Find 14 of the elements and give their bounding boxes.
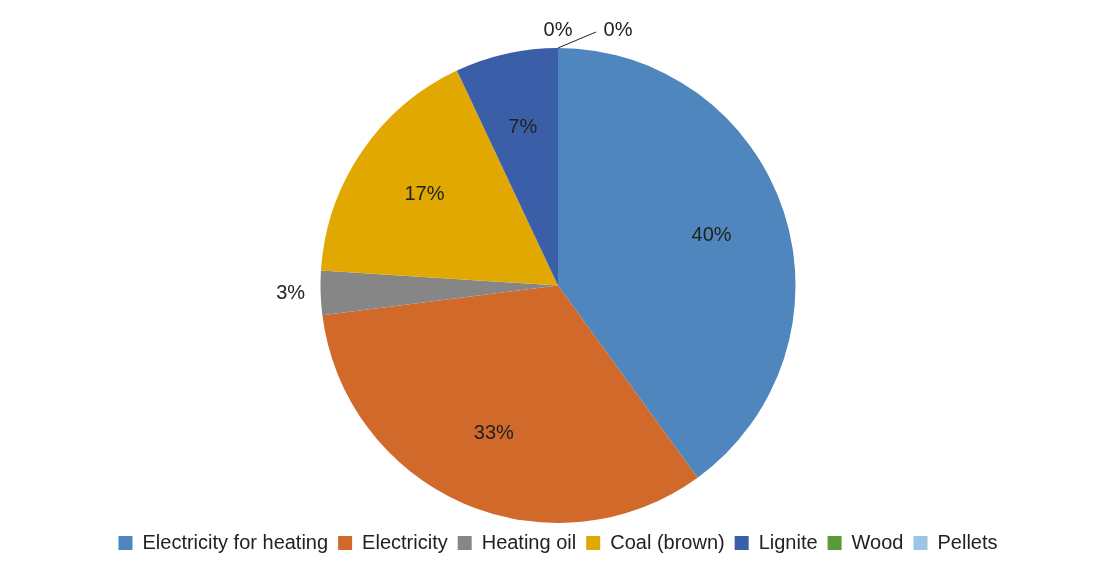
text: 0% (603, 17, 633, 40)
data-label: 33% (473, 421, 515, 444)
legend-label: Electricity for heating (142, 530, 329, 553)
data-label: 17% (404, 182, 445, 205)
legend-label: Coal (brown) (610, 530, 725, 553)
data-label: 40% (691, 223, 732, 246)
data-label: 3% (276, 281, 306, 304)
legend-label: Lignite (758, 530, 818, 553)
text: 0% (543, 17, 573, 40)
legend-label: Heating oil (481, 530, 577, 553)
legend-label: Pellets (937, 530, 998, 553)
legend-label: Electricity (362, 530, 448, 553)
data-label: 7% (508, 115, 538, 138)
legend-label: Wood (851, 530, 904, 553)
